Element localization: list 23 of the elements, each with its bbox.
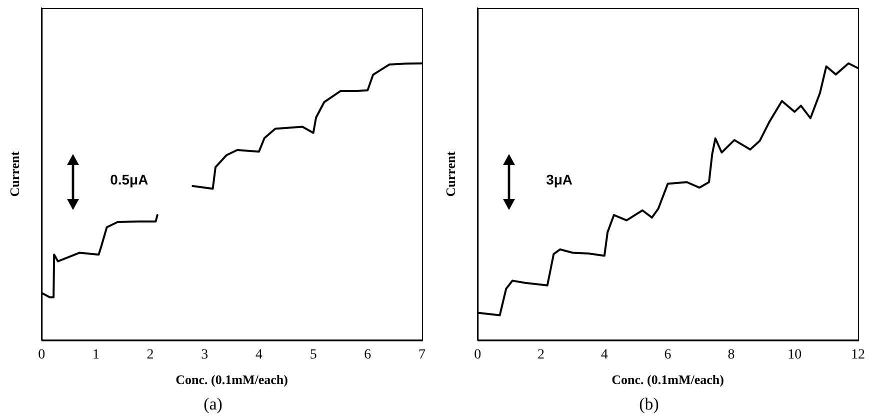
x-tick-label: 4 (255, 347, 262, 362)
x-tick-label: 4 (600, 347, 608, 362)
x-tick-label: 6 (664, 347, 672, 362)
y-axis-title: Current (443, 150, 458, 197)
x-tick-label: 12 (851, 347, 865, 362)
x-tick-label: 6 (364, 347, 372, 362)
annotation: 0.5μA (110, 172, 148, 188)
x-axis-title: Conc. (0.1mM/each) (612, 372, 724, 388)
x-tick-label: 1 (92, 347, 100, 362)
text: (a) (204, 394, 222, 414)
x-tick-label: 3 (201, 347, 208, 362)
x-tick-label: 2 (538, 347, 544, 362)
x-tick-label: 0 (474, 347, 482, 362)
annotation: 3μA (546, 172, 573, 188)
text: (b) (639, 394, 659, 414)
x-tick-label: 5 (310, 347, 317, 362)
x-tick-label: 10 (788, 347, 802, 362)
x-tick-label: 8 (728, 347, 735, 362)
x-tick-label: 7 (418, 347, 426, 362)
y-axis-title: Current (7, 150, 22, 197)
x-axis-title: Conc. (0.1mM/each) (176, 372, 288, 388)
x-tick-label: 0 (38, 347, 46, 362)
x-tick-label: 2 (146, 347, 154, 362)
